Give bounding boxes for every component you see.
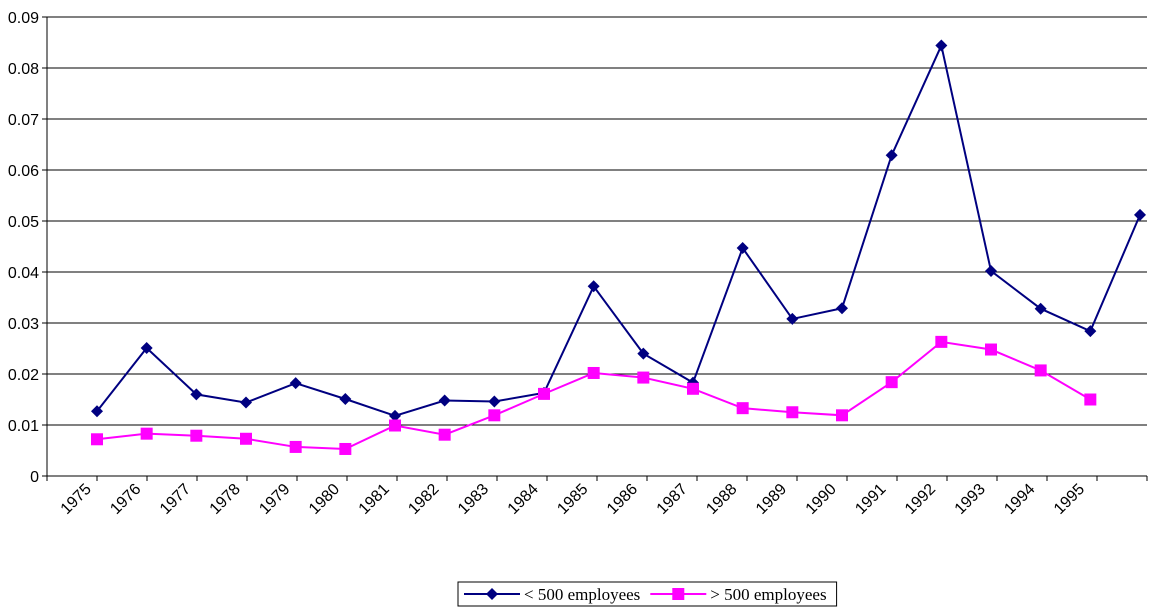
marker <box>836 409 848 422</box>
marker <box>736 402 749 415</box>
y-tick-label: 0.09 <box>8 10 39 27</box>
legend-label: < 500 employees <box>524 585 640 604</box>
legend-marker <box>486 588 498 600</box>
marker <box>190 429 203 442</box>
marker <box>339 442 352 455</box>
marker <box>190 388 203 401</box>
y-tick-label: 0.05 <box>8 214 39 231</box>
marker <box>538 387 550 400</box>
marker <box>488 395 501 408</box>
x-tick-label: 1980 <box>306 481 343 518</box>
x-tick-label: 1975 <box>58 481 95 518</box>
marker <box>836 302 848 315</box>
marker <box>1034 302 1047 315</box>
x-tick-label: 1992 <box>902 481 939 518</box>
marker <box>91 433 103 446</box>
marker <box>389 419 401 432</box>
marker <box>289 440 302 453</box>
series-line <box>96 42 1141 417</box>
x-tick-label: 1991 <box>852 481 889 518</box>
marker <box>637 347 650 360</box>
marker <box>985 343 997 356</box>
y-tick-label: 0 <box>30 469 39 486</box>
marker <box>140 341 153 354</box>
x-tick-label: 1988 <box>703 481 740 518</box>
marker <box>91 405 103 418</box>
marker <box>985 264 997 277</box>
y-tick-label: 0.04 <box>8 265 39 282</box>
x-tick-label: 1977 <box>157 481 194 518</box>
x-tick-label: 1995 <box>1051 481 1088 518</box>
y-tick-label: 0.03 <box>8 316 39 333</box>
marker <box>687 382 699 395</box>
marker <box>637 371 650 384</box>
legend-marker <box>672 588 685 600</box>
x-tick-label: 1990 <box>803 481 840 518</box>
marker <box>488 409 501 422</box>
marker <box>935 39 948 52</box>
x-tick-label: 1989 <box>753 481 790 518</box>
x-tick-label: 1986 <box>604 481 641 518</box>
x-tick-label: 1987 <box>654 481 691 518</box>
marker <box>1084 325 1097 338</box>
marker <box>786 312 799 325</box>
y-tick-label: 0.07 <box>8 112 39 129</box>
marker <box>140 427 153 440</box>
y-tick-label: 0.01 <box>8 418 39 435</box>
legend-box <box>457 581 838 607</box>
marker <box>1084 393 1097 406</box>
x-tick-label: 1982 <box>405 481 442 518</box>
y-tick-label: 0.08 <box>8 61 39 78</box>
y-tick-label: 0.06 <box>8 163 39 180</box>
legend: < 500 employees > 500 employees <box>457 581 838 607</box>
x-tick-label: 1979 <box>256 481 293 518</box>
marker <box>935 335 948 348</box>
marker <box>885 149 898 162</box>
marker <box>1134 208 1146 221</box>
legend-label: > 500 employees <box>710 585 826 604</box>
y-tick-label: 0.02 <box>8 367 39 384</box>
x-tick-label: 1983 <box>455 481 492 518</box>
x-tick-label: 1976 <box>107 481 144 518</box>
marker <box>289 377 302 390</box>
x-tick-label: 1984 <box>505 481 542 518</box>
marker <box>389 409 401 422</box>
marker <box>240 432 252 445</box>
marker <box>1034 364 1047 377</box>
marker <box>587 366 600 379</box>
x-tick-label: 1985 <box>554 481 591 518</box>
x-tick-label: 1978 <box>207 481 244 518</box>
x-tick-label: 1993 <box>952 481 989 518</box>
x-tick-label: 1994 <box>1001 481 1038 518</box>
x-tick-label: 1981 <box>356 481 393 518</box>
marker <box>339 392 352 405</box>
marker <box>438 394 451 407</box>
marker <box>736 242 749 255</box>
marker <box>240 396 252 409</box>
marker <box>786 406 799 419</box>
marker <box>587 280 600 293</box>
marker <box>885 376 898 389</box>
marker <box>438 428 451 441</box>
